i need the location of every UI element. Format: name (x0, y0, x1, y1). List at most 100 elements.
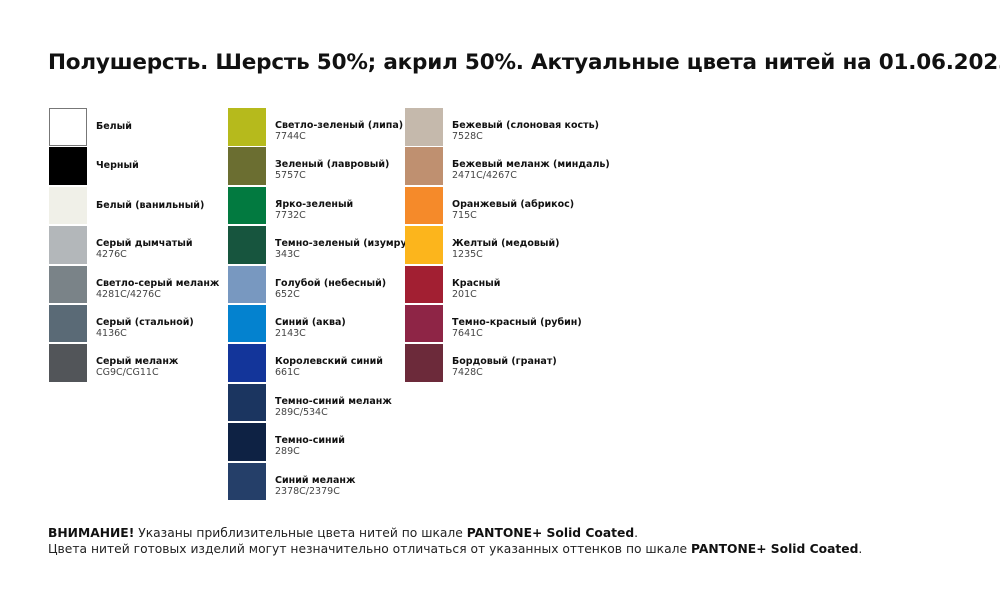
page-title: Полушерсть. Шерсть 50%; акрил 50%. Актуа… (48, 50, 1000, 75)
pantone-label: PANTONE+ Solid Coated (466, 526, 635, 540)
color-name: Оранжевый (абрикос) (452, 198, 575, 210)
pantone-code: 2143C (275, 327, 306, 339)
color-swatch (228, 147, 266, 185)
pantone-code: 7732C (275, 209, 306, 221)
color-swatch (405, 147, 443, 185)
color-swatch (405, 265, 443, 304)
color-swatch (228, 423, 266, 461)
color-name: Темно-синий меланж (275, 395, 392, 407)
color-name: Голубой (небесный) (275, 277, 387, 289)
color-label: Светло-серый меланж 4281C/4276C (96, 278, 219, 300)
color-swatch (49, 186, 87, 225)
color-label: Черный (96, 160, 139, 171)
color-name: Светло-серый меланж (96, 277, 220, 289)
color-name: Темно-синий (275, 435, 345, 447)
color-name: Белый (96, 121, 132, 132)
pantone-code: 1235C (452, 249, 483, 261)
notice-warning: ВНИМАНИЕ! (48, 526, 135, 540)
pantone-code: 7428C (452, 367, 483, 379)
color-label: Красный 201C (452, 278, 500, 300)
pantone-code: CG9C/CG11C (96, 367, 159, 379)
color-name: Бежевый меланж (миндаль) (452, 159, 610, 171)
color-name: Серый (стальной) (96, 316, 194, 328)
notice-line-2: Цвета нитей готовых изделий могут незнач… (48, 542, 862, 556)
color-label: Бежевый (слоновая кость) 7528C (452, 120, 599, 142)
color-swatch (228, 108, 266, 146)
color-label: Серый (стальной) 4136C (96, 317, 194, 339)
color-label: Серый меланж CG9C/CG11C (96, 356, 178, 378)
color-label: Оранжевый (абрикос) 715C (452, 199, 574, 221)
color-label: Серый дымчатый 4276C (96, 238, 192, 260)
color-name: Красный (452, 277, 501, 289)
color-name: Синий (аква) (275, 316, 346, 328)
color-name: Желтый (медовый) (452, 238, 560, 250)
color-swatch (228, 344, 266, 382)
color-name: Темно-зеленый (изумруд) (275, 238, 419, 250)
notice-text: Указаны приблизительные цвета нитей по ш… (134, 526, 467, 540)
color-swatch (49, 147, 87, 185)
color-label: Темно-красный (рубин) 7641C (452, 317, 582, 339)
color-name: Белый (ванильный) (96, 199, 205, 211)
pantone-code: 7744C (275, 131, 306, 142)
color-swatch (405, 226, 443, 264)
color-swatch (228, 304, 266, 343)
color-swatch (228, 265, 266, 304)
pantone-label: PANTONE+ Solid Coated (690, 542, 859, 556)
pantone-code: 4136C (96, 327, 127, 339)
pantone-code: 4276C (96, 249, 127, 261)
pantone-code: 289C (275, 446, 300, 458)
color-label: Королевский синий 661C (275, 356, 383, 378)
color-swatch (405, 344, 443, 382)
color-label: Зеленый (лавровый) 5757C (275, 159, 389, 181)
color-label: Белый (96, 121, 132, 132)
pantone-code: 715C (452, 209, 477, 221)
color-label: Бордовый (гранат) 7428C (452, 356, 557, 378)
color-label: Ярко-зеленый 7732C (275, 199, 353, 221)
notice-end: . (858, 542, 863, 556)
pantone-code: 2378C/2379C (275, 485, 340, 497)
color-name: Темно-красный (рубин) (452, 316, 582, 328)
color-swatch (49, 108, 87, 146)
color-swatch (228, 226, 266, 264)
color-name: Серый меланж (96, 356, 179, 368)
color-label: Синий (аква) 2143C (275, 317, 346, 339)
pantone-code: 7528C (452, 131, 483, 142)
pantone-code: 201C (452, 288, 477, 300)
color-name: Черный (96, 160, 139, 172)
notice-end: . (634, 526, 639, 540)
pantone-code: 5757C (275, 170, 306, 182)
color-name: Бежевый (слоновая кость) (452, 120, 599, 131)
pantone-code: 343C (275, 249, 300, 261)
color-label: Светло-зеленый (липа) 7744C (275, 120, 403, 142)
color-label: Белый (ванильный) (96, 200, 204, 211)
pantone-code: 652C (275, 288, 300, 300)
color-label: Бежевый меланж (миндаль) 2471C/4267C (452, 159, 610, 181)
color-swatch (49, 304, 87, 343)
color-swatch (405, 304, 443, 343)
pantone-code: 4281C/4276C (96, 288, 161, 300)
pantone-code: 289C/534C (275, 406, 328, 418)
pantone-code: 7641C (452, 327, 483, 339)
color-name: Королевский синий (275, 356, 383, 368)
color-swatch (228, 186, 266, 225)
color-swatch (405, 186, 443, 225)
color-swatch (49, 226, 87, 264)
color-name: Зеленый (лавровый) (275, 159, 390, 171)
color-swatch (49, 344, 87, 382)
pantone-code: 661C (275, 367, 300, 379)
pantone-code: 2471C/4267C (452, 170, 517, 182)
color-swatch (405, 108, 443, 146)
color-swatch (228, 383, 266, 422)
color-name: Бордовый (гранат) (452, 356, 557, 368)
color-name: Светло-зеленый (липа) (275, 120, 404, 131)
color-label: Желтый (медовый) 1235C (452, 238, 559, 260)
color-name: Серый дымчатый (96, 238, 193, 250)
notice-text: Цвета нитей готовых изделий могут незнач… (48, 542, 691, 556)
color-name: Ярко-зеленый (275, 198, 354, 210)
color-swatch (49, 265, 87, 304)
color-label: Темно-синий меланж 289C/534C (275, 396, 392, 418)
color-label: Голубой (небесный) 652C (275, 278, 386, 300)
color-swatch (228, 462, 266, 501)
color-label: Темно-зеленый (изумруд) 343C (275, 238, 419, 260)
color-label: Темно-синий 289C (275, 435, 345, 457)
